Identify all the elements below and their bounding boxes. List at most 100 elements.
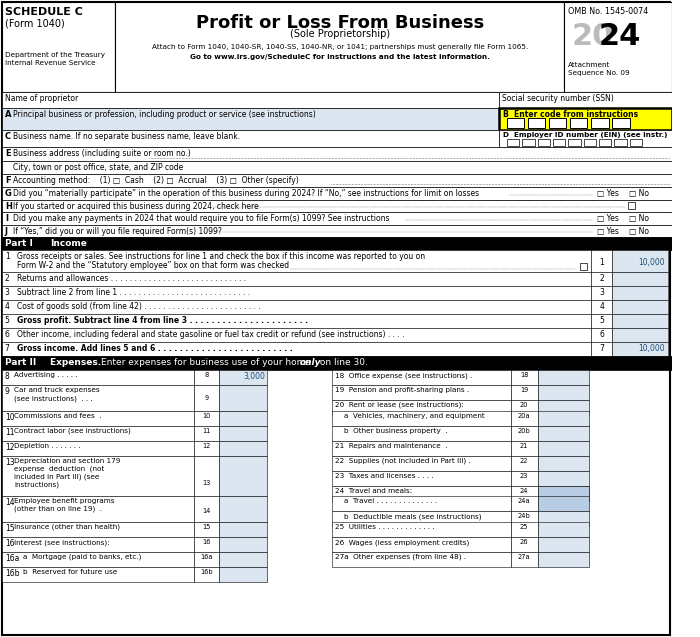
Bar <box>219 496 267 522</box>
Bar <box>2 370 194 385</box>
Bar <box>219 522 267 537</box>
Bar <box>194 441 219 456</box>
Text: b  Other business property  .: b Other business property . <box>335 428 447 434</box>
Bar <box>510 486 538 501</box>
Text: 20b: 20b <box>518 428 531 434</box>
Bar <box>510 456 538 471</box>
Bar <box>2 552 194 567</box>
Bar <box>219 411 267 426</box>
Text: If “Yes,” did you or will you file required Form(s) 1099?: If “Yes,” did you or will you file requi… <box>13 227 223 236</box>
Bar <box>564 2 672 92</box>
Bar <box>2 385 194 411</box>
Bar <box>507 118 524 128</box>
Bar <box>510 496 538 511</box>
Bar <box>568 139 581 146</box>
Text: 23: 23 <box>520 473 528 479</box>
Text: 24a: 24a <box>518 498 531 504</box>
Text: D  Employer ID number (EIN) (see instr.): D Employer ID number (EIN) (see instr.) <box>503 132 668 138</box>
Bar <box>538 385 589 400</box>
Bar <box>628 202 636 209</box>
Text: F: F <box>5 176 10 185</box>
Bar <box>538 486 589 501</box>
Text: B  Enter code from instructions: B Enter code from instructions <box>503 110 638 119</box>
Text: Go to www.irs.gov/ScheduleC for instructions and the latest information.: Go to www.irs.gov/ScheduleC for instruct… <box>190 54 490 60</box>
Bar <box>332 511 510 526</box>
Bar <box>332 496 510 511</box>
Bar <box>553 139 566 146</box>
Text: Form W-2 and the “Statutory employee” box on that form was checked: Form W-2 and the “Statutory employee” bo… <box>18 261 289 270</box>
Bar <box>332 370 510 385</box>
Text: (Form 1040): (Form 1040) <box>5 18 64 28</box>
Text: Business name. If no separate business name, leave blank.: Business name. If no separate business n… <box>13 132 241 141</box>
Bar <box>2 537 194 552</box>
Bar <box>592 342 612 356</box>
Text: SCHEDULE C: SCHEDULE C <box>5 7 83 17</box>
Text: 2: 2 <box>599 274 604 283</box>
Bar <box>2 426 194 441</box>
Bar <box>2 147 672 161</box>
Text: 19: 19 <box>520 387 528 393</box>
Bar <box>332 411 510 426</box>
Text: 22: 22 <box>520 458 528 464</box>
Text: 20  Rent or lease (see instructions):: 20 Rent or lease (see instructions): <box>335 402 464 408</box>
Text: 21: 21 <box>520 443 528 449</box>
Bar <box>2 200 672 212</box>
Bar <box>219 385 267 411</box>
Bar <box>538 552 589 567</box>
Text: 18  Office expense (see instructions) .: 18 Office expense (see instructions) . <box>335 372 473 378</box>
Bar <box>332 385 510 400</box>
Bar <box>219 370 267 385</box>
Text: on line 30.: on line 30. <box>317 358 368 367</box>
Bar <box>510 411 538 426</box>
Bar <box>2 300 592 314</box>
Bar <box>499 92 672 108</box>
Text: 9: 9 <box>204 395 209 401</box>
Bar <box>2 237 672 250</box>
Text: 13: 13 <box>5 458 15 467</box>
Bar <box>615 139 626 146</box>
Bar <box>2 314 592 328</box>
Bar <box>194 426 219 441</box>
Bar <box>332 552 510 567</box>
Text: instructions): instructions) <box>15 482 60 489</box>
Bar <box>612 342 668 356</box>
Text: □ Yes: □ Yes <box>597 214 619 223</box>
Bar <box>194 411 219 426</box>
Bar <box>538 139 550 146</box>
Text: C: C <box>5 132 11 141</box>
Text: 2: 2 <box>5 274 10 283</box>
Bar <box>194 537 219 552</box>
Text: 24  Travel and meals:: 24 Travel and meals: <box>335 488 412 494</box>
Text: 10,000: 10,000 <box>638 344 665 353</box>
Bar <box>194 385 219 411</box>
Text: Social security number (SSN): Social security number (SSN) <box>502 94 614 103</box>
Bar <box>2 496 194 522</box>
Bar <box>592 272 612 286</box>
Text: Subtract line 2 from line 1 . . . . . . . . . . . . . . . . . . . . . . . . . . : Subtract line 2 from line 1 . . . . . . … <box>18 288 251 297</box>
Text: OMB No. 1545-0074: OMB No. 1545-0074 <box>568 7 648 16</box>
Text: 13: 13 <box>202 480 211 486</box>
Text: Part II: Part II <box>5 358 36 367</box>
Text: 11: 11 <box>202 428 211 434</box>
Text: 27a  Other expenses (from line 48) .: 27a Other expenses (from line 48) . <box>335 554 466 561</box>
Bar <box>510 441 538 456</box>
Bar <box>2 342 592 356</box>
Text: Did you make any payments in 2024 that would require you to file Form(s) 1099? S: Did you make any payments in 2024 that w… <box>13 214 390 223</box>
Text: expense  deduction  (not: expense deduction (not <box>15 466 104 473</box>
Bar <box>499 130 672 147</box>
Text: 23  Taxes and licenses . . . .: 23 Taxes and licenses . . . . <box>335 473 433 479</box>
Text: 25  Utilities . . . . . . . . . . . . .: 25 Utilities . . . . . . . . . . . . . <box>335 524 435 530</box>
Text: 4: 4 <box>599 302 604 311</box>
Bar <box>612 286 668 300</box>
Bar <box>630 139 642 146</box>
Text: 11: 11 <box>5 428 14 437</box>
Bar <box>332 400 510 415</box>
Text: Sequence No. 09: Sequence No. 09 <box>568 70 630 76</box>
Bar <box>510 471 538 486</box>
Text: 16b: 16b <box>200 569 213 575</box>
Text: Attach to Form 1040, 1040-SR, 1040-SS, 1040-NR, or 1041; partnerships must gener: Attach to Form 1040, 1040-SR, 1040-SS, 1… <box>152 44 528 50</box>
Text: Other income, including federal and state gasoline or fuel tax credit or refund : Other income, including federal and stat… <box>18 330 405 339</box>
Text: Profit or Loss From Business: Profit or Loss From Business <box>196 14 484 32</box>
Bar <box>2 225 672 237</box>
Bar <box>332 456 510 471</box>
